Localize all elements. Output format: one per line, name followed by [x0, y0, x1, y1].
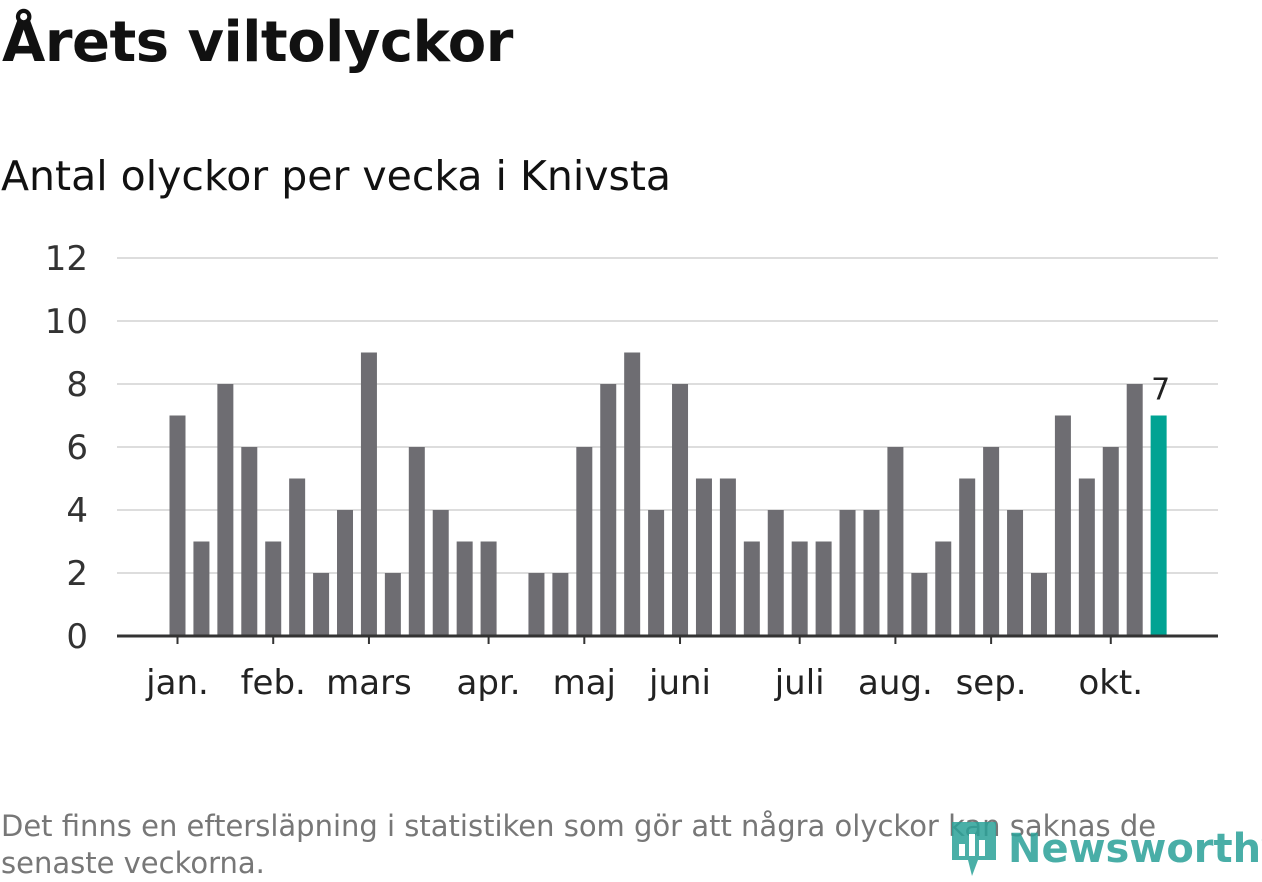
x-tick-label: apr. — [457, 663, 521, 703]
bar — [217, 384, 234, 636]
x-tick-label: mars — [326, 663, 412, 703]
bar — [480, 541, 497, 636]
bar — [935, 541, 952, 636]
y-tick-label: 2 — [66, 554, 88, 594]
x-tick-label: okt. — [1078, 663, 1143, 703]
bar — [743, 541, 760, 636]
bar — [1150, 415, 1167, 636]
y-tick-label: 4 — [66, 491, 88, 531]
bar — [1054, 415, 1071, 636]
bar — [265, 541, 282, 636]
bar — [193, 541, 210, 636]
bar — [360, 352, 377, 636]
bar — [911, 573, 928, 636]
bar — [432, 510, 449, 636]
bar — [408, 447, 425, 636]
bar — [576, 447, 593, 636]
chart-subtitle: Antal olyckor per vecka i Knivsta — [1, 152, 672, 200]
bar — [648, 510, 665, 636]
bar — [959, 478, 976, 636]
bar — [983, 447, 1000, 636]
bar — [337, 510, 354, 636]
x-tick-label: aug. — [858, 663, 933, 703]
bar — [1078, 478, 1095, 636]
bar — [695, 478, 712, 636]
bar — [1102, 447, 1119, 636]
bar — [456, 541, 473, 636]
bar — [887, 447, 904, 636]
bar — [815, 541, 832, 636]
x-tick-label: juni — [648, 663, 711, 703]
bar — [791, 541, 808, 636]
bars — [169, 352, 1167, 636]
bar — [241, 447, 258, 636]
chart-title: Årets viltolyckor — [2, 10, 513, 75]
x-tick-label: maj — [553, 663, 616, 703]
gridlines — [117, 257, 1218, 574]
bar — [719, 478, 736, 636]
y-tick-label: 8 — [66, 365, 88, 405]
newsworthy-logo: Newsworthy — [948, 820, 1262, 878]
bar — [624, 352, 641, 636]
bar — [839, 510, 856, 636]
data-label: 7 — [1151, 373, 1170, 408]
bar — [552, 573, 569, 636]
bar — [767, 510, 784, 636]
data-labels: 7 — [1151, 373, 1170, 408]
y-axis-ticks: 0 2 4 6 8 10 12 — [45, 239, 88, 657]
bar — [1030, 573, 1047, 636]
x-tick-label: jan. — [145, 663, 209, 703]
x-tick-label: feb. — [241, 663, 306, 703]
bar — [289, 478, 306, 636]
bar — [528, 573, 545, 636]
y-tick-label: 10 — [45, 302, 88, 342]
x-axis-ticks: jan. feb. mars apr. maj juni juli aug. sep. okt. — [145, 636, 1143, 703]
bar — [384, 573, 401, 636]
bar — [600, 384, 617, 636]
x-tick-label: juli — [774, 663, 825, 703]
y-tick-label: 12 — [45, 239, 88, 279]
y-tick-label: 0 — [66, 617, 88, 657]
bar — [313, 573, 330, 636]
logo-text: Newsworthy — [1008, 826, 1262, 872]
y-tick-label: 6 — [66, 428, 88, 468]
bar-chart-pin-icon — [952, 822, 996, 876]
bar — [169, 415, 186, 636]
x-tick-label: sep. — [956, 663, 1027, 703]
bar — [672, 384, 689, 636]
bar — [863, 510, 880, 636]
bar — [1007, 510, 1024, 636]
bar — [1126, 384, 1143, 636]
